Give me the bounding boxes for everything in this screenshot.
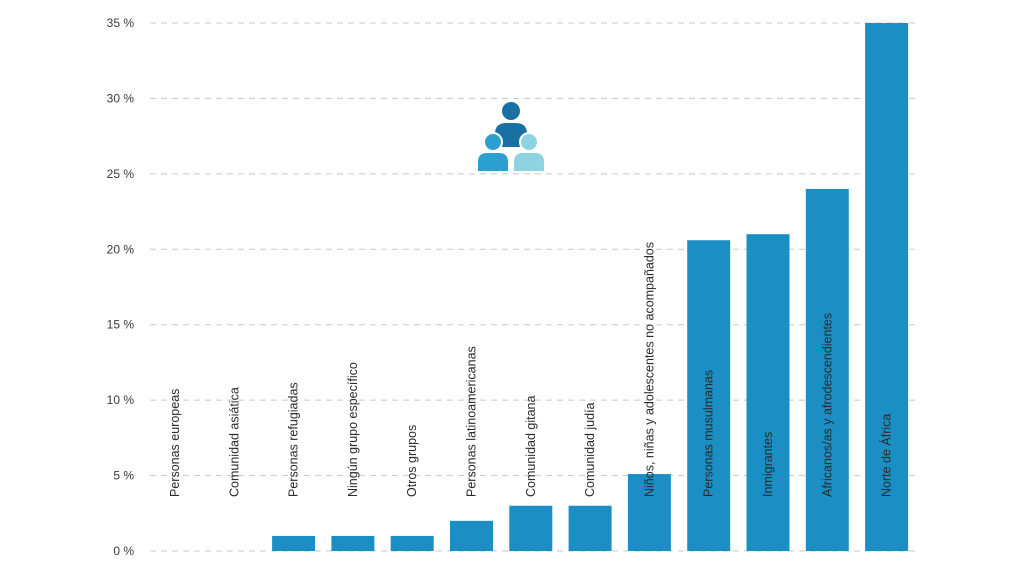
category-label: Comunidad judía [583,402,597,497]
category-label: Personas refugiadas [287,382,301,497]
bar [450,520,493,551]
bar [568,505,612,551]
bar [390,535,434,551]
category-label: Inmigrantes [761,432,775,497]
category-label: Otros grupos [405,425,419,497]
people-group-icon [476,102,546,173]
category-label: Comunidad gitana [524,395,538,497]
category-label: Niños, niñas y adolescentes no acompañad… [642,242,656,497]
y-tick-label: 30 % [107,91,135,105]
bar [331,535,375,551]
y-tick-label: 5 % [113,469,134,483]
bar [865,23,909,551]
category-label: Personas europeas [168,389,182,497]
category-label: Norte de África [879,414,894,497]
y-axis-tick-labels: 0 % 5 % 10 % 15 % 20 % 25 % 30 % 35 % [107,16,135,558]
bar [272,535,316,551]
category-label: Africanos/as y afrodescendientes [820,313,834,497]
y-tick-label: 20 % [107,242,135,256]
category-label: Ningún grupo específico [346,362,360,497]
y-tick-label: 15 % [107,318,135,332]
category-label: Comunidad asiática [227,387,241,497]
bar [687,240,731,551]
bars [272,23,909,551]
y-tick-label: 35 % [107,16,135,30]
y-tick-label: 0 % [113,544,134,558]
category-labels: Personas europeas Comunidad asiática Perso… [168,242,894,497]
bar [627,474,671,551]
y-tick-label: 10 % [107,393,135,407]
y-tick-label: 25 % [107,167,135,181]
bar [805,188,849,551]
bar [509,505,553,551]
category-label: Personas latinoamericanas [465,346,479,497]
category-label: Personas musulmanas [702,370,716,497]
bar [746,234,790,551]
